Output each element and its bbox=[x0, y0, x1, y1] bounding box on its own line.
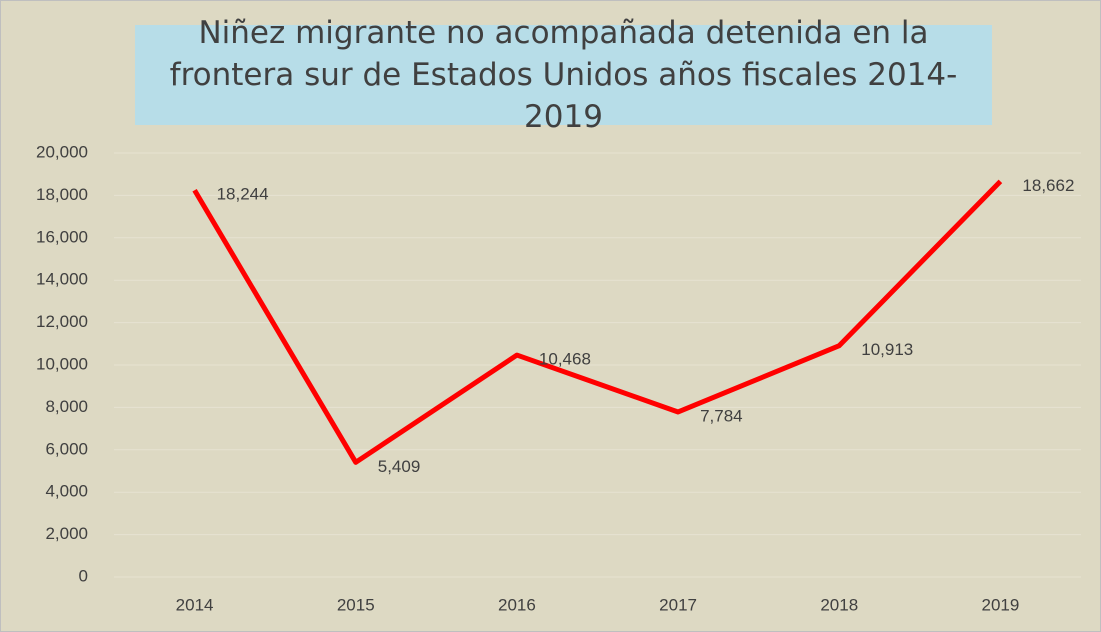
data-label: 5,409 bbox=[378, 457, 421, 476]
y-tick-label: 8,000 bbox=[45, 397, 88, 416]
x-tick-label: 2018 bbox=[820, 595, 858, 614]
y-tick-label: 16,000 bbox=[36, 227, 88, 246]
data-label: 10,913 bbox=[861, 340, 913, 359]
y-tick-label: 2,000 bbox=[45, 524, 88, 543]
y-tick-label: 14,000 bbox=[36, 270, 88, 289]
y-tick-label: 20,000 bbox=[36, 142, 88, 161]
data-label: 10,468 bbox=[539, 350, 591, 369]
line-series bbox=[192, 179, 1003, 465]
y-tick-label: 6,000 bbox=[45, 439, 88, 458]
x-tick-label: 2014 bbox=[176, 595, 214, 614]
chart-title: Niñez migrante no acompañada detenida en… bbox=[135, 15, 992, 135]
y-tick-label: 18,000 bbox=[36, 185, 88, 204]
y-tick-label: 10,000 bbox=[36, 354, 88, 373]
y-tick-label: 0 bbox=[79, 566, 88, 585]
x-tick-label: 2015 bbox=[337, 595, 375, 614]
x-tick-label: 2016 bbox=[498, 595, 536, 614]
data-label: 7,784 bbox=[700, 406, 743, 425]
x-tick-label: 2017 bbox=[659, 595, 697, 614]
y-tick-label: 4,000 bbox=[45, 482, 88, 501]
x-tick-label: 2019 bbox=[982, 595, 1020, 614]
data-label: 18,244 bbox=[217, 185, 269, 204]
data-label: 18,662 bbox=[1022, 176, 1074, 195]
y-tick-label: 12,000 bbox=[36, 312, 88, 331]
